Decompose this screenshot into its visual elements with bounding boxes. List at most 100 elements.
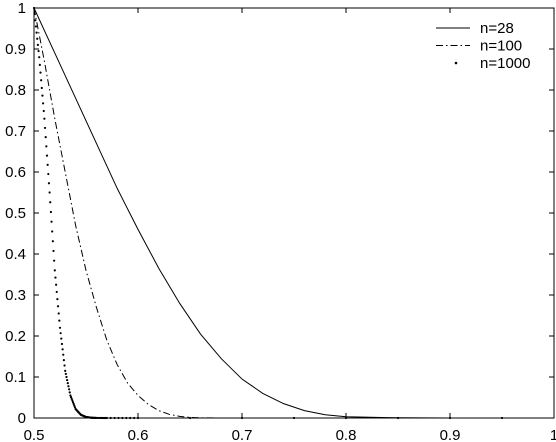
data-point <box>66 382 69 385</box>
data-point <box>47 182 51 185</box>
data-point <box>57 312 60 315</box>
x-tick-label: 0.7 <box>232 427 253 442</box>
y-tick-label: 0.8 <box>5 82 26 99</box>
data-point <box>70 397 73 400</box>
series-n=1000 <box>32 6 504 420</box>
legend-marker <box>454 61 458 65</box>
data-point <box>48 191 51 194</box>
data-point <box>129 416 132 420</box>
x-tick-label: 0.8 <box>336 427 357 442</box>
data-point <box>32 6 36 10</box>
data-point <box>34 25 38 28</box>
data-point <box>53 259 56 262</box>
data-point <box>38 63 41 66</box>
data-point <box>67 385 70 388</box>
data-point <box>63 364 66 367</box>
data-point <box>49 201 52 204</box>
data-point <box>105 416 108 420</box>
data-point <box>56 305 60 308</box>
data-point <box>68 391 71 394</box>
data-point <box>40 79 43 82</box>
data-point <box>43 126 47 130</box>
ticks: 0 0.1 0.2 0.3 0.4 0.5 0.6 0.7 0.8 0.9 1 0.5 0.6 0.7 0.… <box>5 0 556 442</box>
data-point <box>66 378 69 382</box>
data-point <box>500 416 504 420</box>
data-point <box>54 276 57 279</box>
y-tick-label: 0.4 <box>5 246 26 263</box>
data-point <box>58 319 61 322</box>
data-point <box>69 396 73 399</box>
series-layer <box>32 6 554 420</box>
y-tick-label: 0.3 <box>5 287 26 304</box>
data-point <box>45 154 49 157</box>
series-n=28 <box>33 7 554 419</box>
data-point <box>121 416 124 420</box>
y-tick-label: 0.2 <box>5 328 26 345</box>
series-n=100 <box>33 7 554 419</box>
data-point <box>44 136 47 139</box>
data-point <box>188 416 192 420</box>
data-point <box>47 172 50 176</box>
data-point <box>240 416 244 420</box>
data-point <box>60 337 63 340</box>
data-point <box>292 416 296 420</box>
data-point <box>50 220 53 223</box>
y-tick-label: 1 <box>18 0 26 17</box>
data-point <box>41 94 44 97</box>
x-tick-label: 1 <box>550 427 556 442</box>
data-point <box>133 416 136 420</box>
data-point <box>136 416 140 420</box>
data-point <box>69 394 72 397</box>
data-point <box>34 19 37 22</box>
data-point <box>71 399 74 402</box>
data-point <box>58 326 62 329</box>
data-point <box>62 358 65 362</box>
data-point <box>33 13 36 16</box>
data-point <box>344 416 348 420</box>
data-point <box>53 269 56 272</box>
y-tick-label: 0 <box>18 410 26 427</box>
data-point <box>38 56 41 59</box>
data-point <box>55 290 58 294</box>
data-point <box>42 102 45 105</box>
x-tick-label: 0.9 <box>440 427 461 442</box>
data-point <box>43 117 46 120</box>
data-point <box>51 240 54 243</box>
data-point <box>55 283 58 286</box>
y-tick-label: 0.5 <box>5 205 26 222</box>
data-point <box>64 369 67 372</box>
data-point <box>448 416 452 420</box>
plot-frame <box>33 7 555 419</box>
data-point <box>35 31 38 34</box>
data-point <box>125 416 128 420</box>
data-point <box>64 372 67 376</box>
data-point <box>71 401 75 404</box>
data-point <box>73 404 76 407</box>
legend-label: n=100 <box>480 38 522 55</box>
data-point <box>39 71 42 74</box>
data-point <box>42 109 45 113</box>
data-point <box>36 43 40 47</box>
data-point <box>62 353 65 356</box>
data-point <box>59 332 62 335</box>
data-point <box>45 145 48 148</box>
legend-label: n=28 <box>480 20 514 37</box>
legend-label: n=1000 <box>480 55 530 72</box>
y-tick-label: 0.9 <box>5 41 26 58</box>
y-tick-label: 0.6 <box>5 164 26 181</box>
data-point <box>61 348 64 351</box>
x-tick-label: 0.6 <box>128 427 149 442</box>
data-point <box>51 230 54 233</box>
data-point <box>49 210 53 214</box>
data-point <box>73 406 77 409</box>
data-point <box>72 402 75 406</box>
data-point <box>109 416 112 420</box>
data-point <box>117 416 120 420</box>
data-point <box>40 86 43 90</box>
data-point <box>68 388 71 391</box>
x-tick-label: 0.5 <box>24 427 45 442</box>
data-point <box>46 163 49 166</box>
data-point <box>396 416 400 420</box>
